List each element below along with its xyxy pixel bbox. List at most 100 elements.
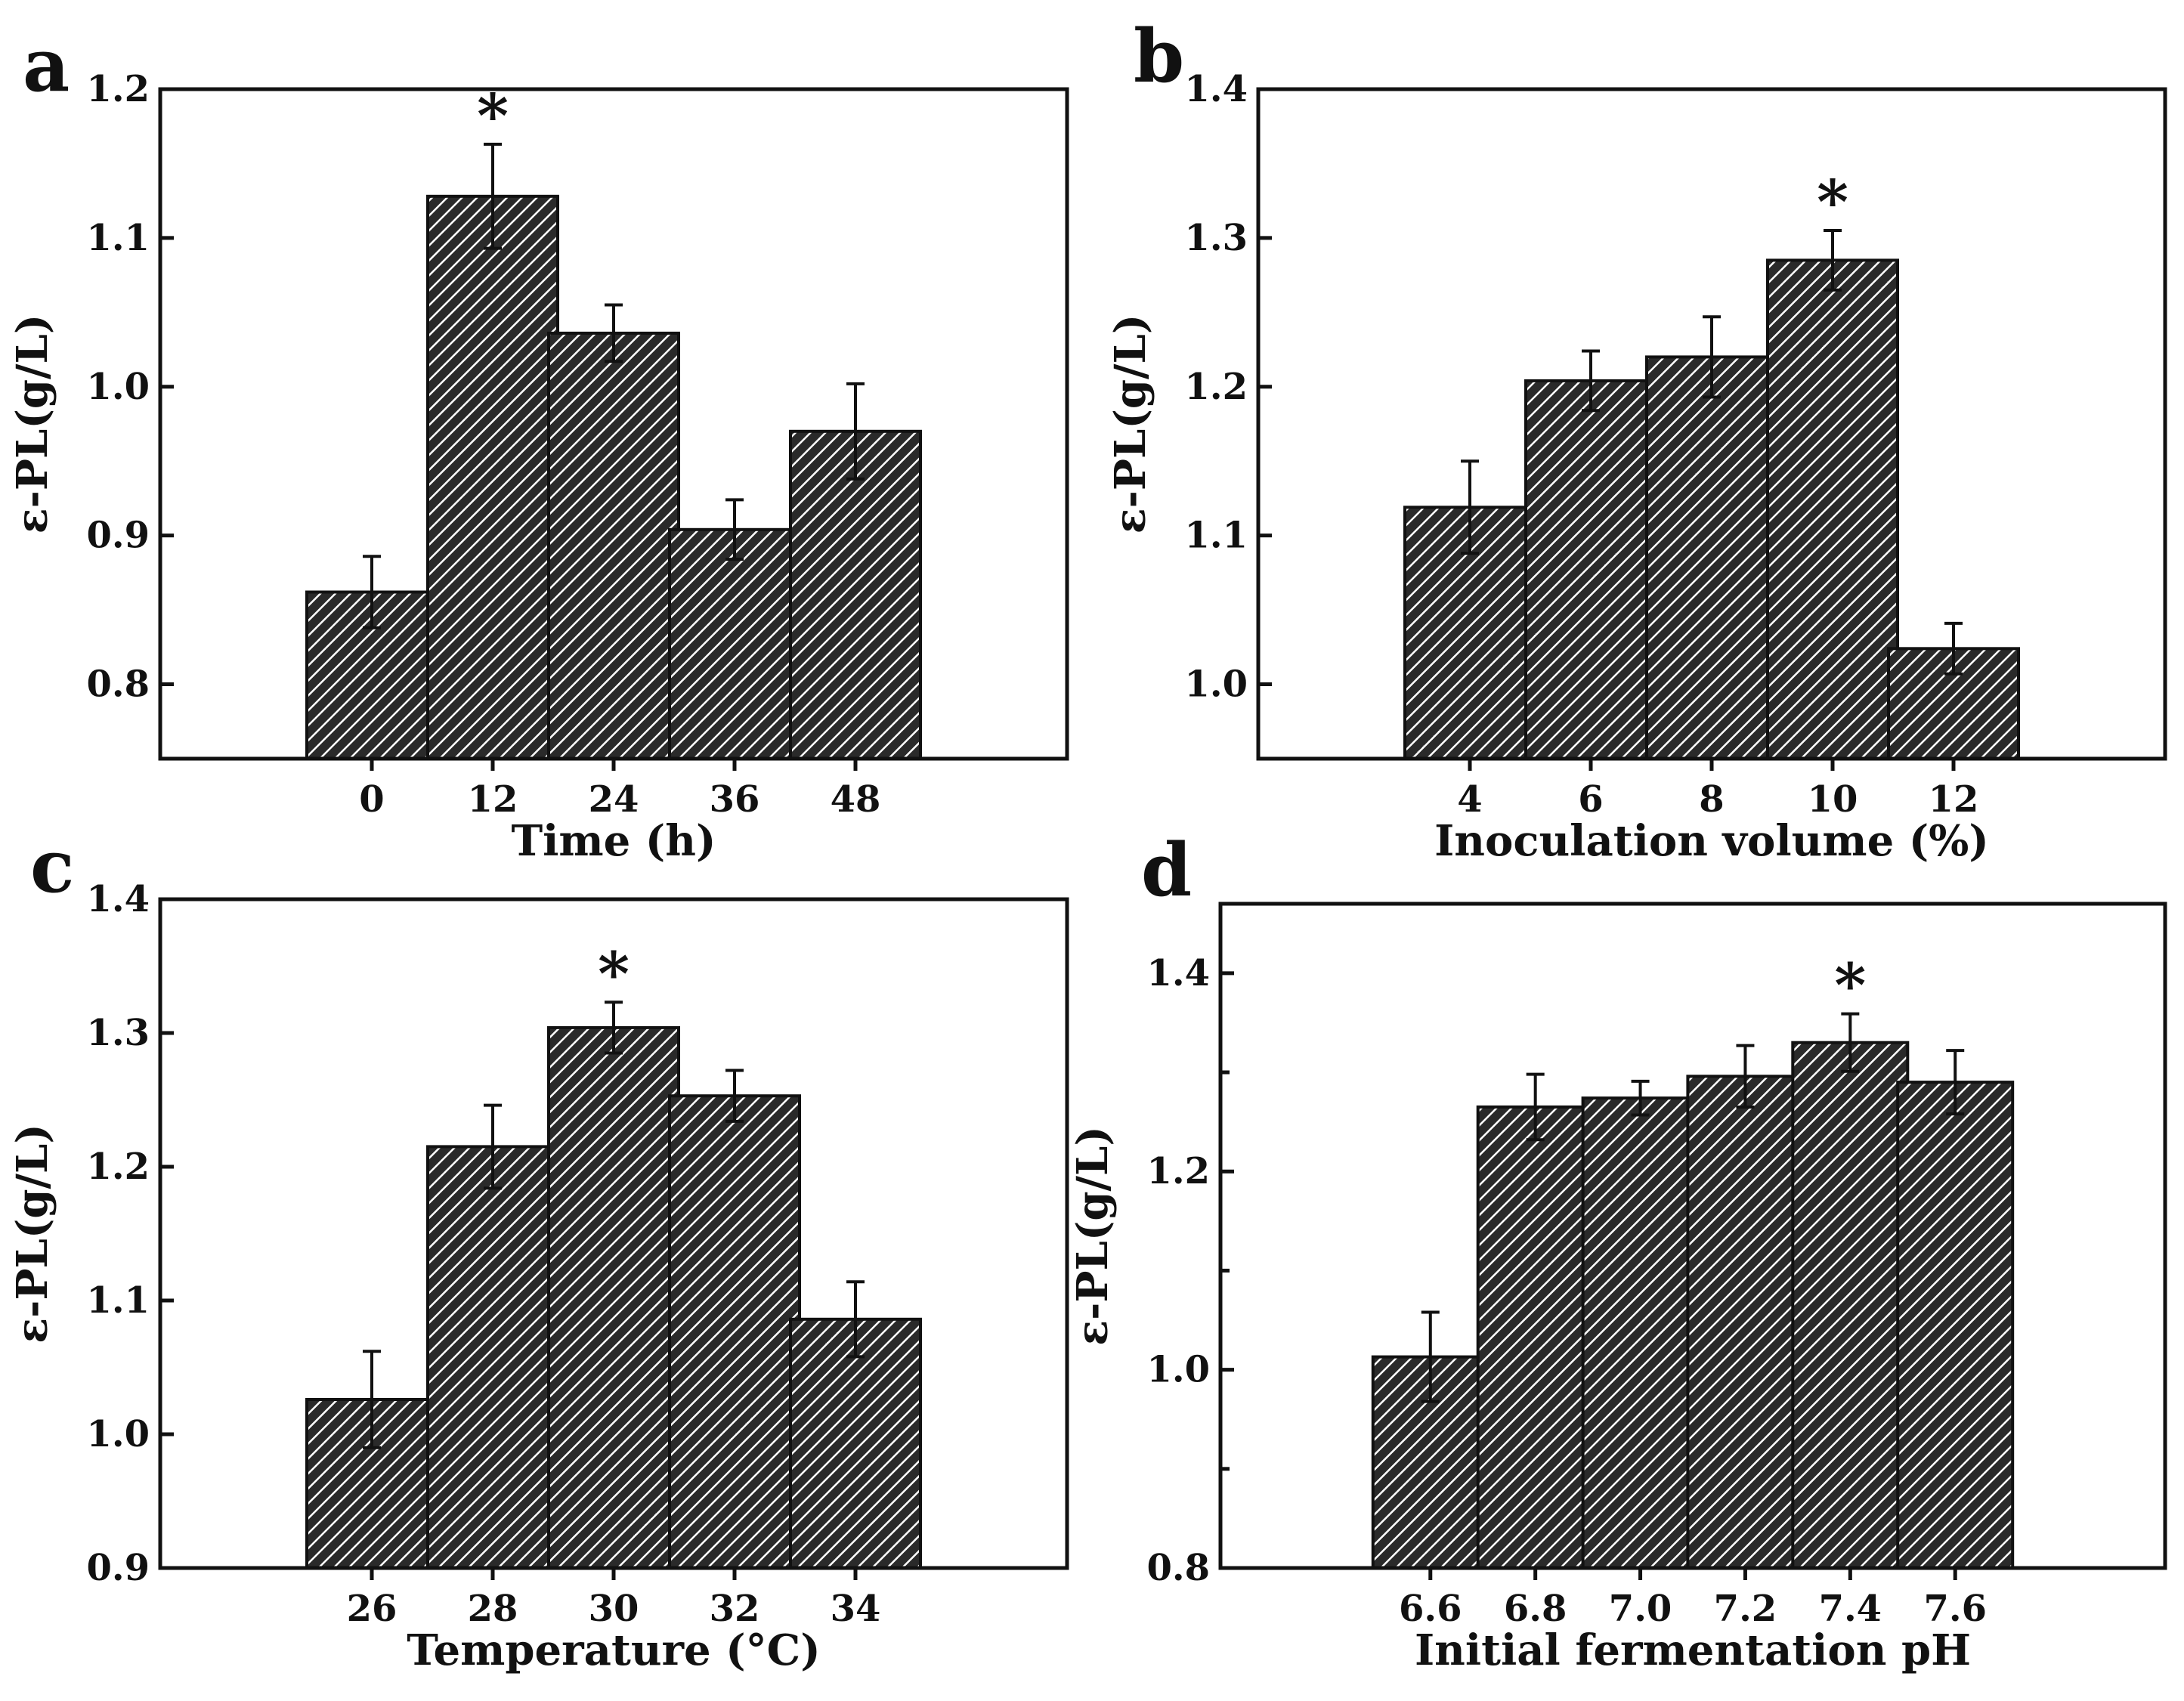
bar-c-30: [547, 1025, 680, 1570]
bar-d-7.6: [1896, 1081, 2015, 1570]
x-tick-label-d: 7.2: [1714, 1588, 1777, 1630]
error-bar-d-7.4: [1841, 1012, 1860, 1073]
y-tick-label-b: 1.1: [1184, 515, 1248, 557]
error-bar-b-8: [1703, 315, 1721, 399]
x-tick-label-a: 36: [710, 778, 760, 821]
x-tick-label-b: 8: [1699, 778, 1724, 821]
x-axis-title-a: Time (h): [511, 816, 716, 866]
y-tick-label-d: 1.4: [1146, 952, 1210, 994]
error-bar-c-26: [363, 1350, 381, 1449]
error-bar-b-4: [1461, 459, 1479, 555]
y-tick-label-b: 1.0: [1184, 663, 1248, 706]
x-tick-label-a: 24: [589, 778, 639, 821]
bar-a-24: [547, 331, 680, 760]
error-bar-d-6.6: [1421, 1310, 1440, 1403]
bar-d-6.8: [1476, 1105, 1595, 1570]
error-bar-a-36: [725, 498, 744, 561]
y-tick-label-c: 1.2: [86, 1146, 150, 1188]
significance-marker-a: *: [477, 80, 509, 151]
bar-d-7.0: [1581, 1096, 1700, 1570]
y-axis-title-c: ε-PL(g/L): [8, 1124, 57, 1344]
error-bar-b-6: [1582, 349, 1600, 413]
x-tick-label-c: 34: [831, 1588, 881, 1630]
x-axis-title-c: Temperature (°C): [407, 1625, 820, 1675]
x-axis-title-b: Inoculation volume (%): [1434, 816, 1989, 866]
error-bar-d-6.8: [1526, 1072, 1545, 1142]
x-tick-label-d: 7.4: [1819, 1588, 1882, 1630]
significance-marker-d: *: [1834, 950, 1866, 1021]
x-tick-label-b: 6: [1578, 778, 1603, 821]
bar-d-7.4: [1791, 1041, 1910, 1570]
x-tick-label-d: 6.6: [1399, 1588, 1462, 1630]
y-tick-label-c: 1.3: [86, 1012, 150, 1054]
error-bar-b-12: [1944, 621, 1963, 676]
x-tick-label-b: 12: [1929, 778, 1979, 821]
y-tick-label-c: 1.0: [86, 1413, 150, 1455]
y-tick-label-a: 1.0: [86, 366, 150, 408]
y-tick-label-a: 0.8: [86, 663, 150, 706]
panel-letter-b: b: [1134, 14, 1184, 99]
y-tick-label-a: 0.9: [86, 515, 150, 557]
bar-b-6: [1524, 379, 1657, 760]
x-tick-label-c: 32: [710, 1588, 760, 1630]
bar-a-12: [426, 194, 559, 760]
error-bar-c-28: [484, 1103, 502, 1190]
significance-marker-b: *: [1817, 166, 1848, 237]
y-tick-label-d: 1.0: [1146, 1349, 1210, 1391]
y-tick-label-c: 0.9: [86, 1547, 150, 1589]
bar-b-10: [1766, 258, 1899, 760]
bar-b-8: [1645, 355, 1778, 760]
x-tick-label-a: 0: [359, 778, 384, 821]
bar-c-28: [426, 1145, 559, 1570]
x-axis-title-d: Initial fermentation pH: [1415, 1625, 1971, 1675]
error-bar-c-32: [725, 1069, 744, 1123]
bar-a-48: [789, 429, 922, 760]
y-tick-label-d: 0.8: [1146, 1547, 1210, 1589]
x-tick-label-a: 12: [468, 778, 518, 821]
error-bar-a-12: [484, 142, 502, 250]
error-bar-b-10: [1824, 229, 1842, 292]
error-bar-c-30: [605, 1000, 623, 1055]
panel-letter-c: c: [30, 824, 74, 909]
panel-a: a * 0.8 0.9 1.0 1.1 1.2 0 12 24 36 48 Time (h) ε-PL(g…: [8, 23, 1069, 866]
x-tick-label-c: 30: [589, 1588, 639, 1630]
plot-frame-d: [1218, 902, 2167, 1570]
x-tick-label-a: 48: [831, 778, 881, 821]
x-tick-label-c: 26: [347, 1588, 398, 1630]
error-bar-d-7.2: [1736, 1044, 1755, 1109]
significance-marker-c: *: [598, 938, 630, 1009]
x-tick-label-d: 6.8: [1504, 1588, 1567, 1630]
error-bar-a-24: [605, 303, 623, 363]
y-tick-label-a: 1.1: [86, 217, 150, 259]
x-tick-label-d: 7.0: [1609, 1588, 1672, 1630]
panel-d: d * 0.8 1.0 1.2 1.4 6.6 6.8 7.0 7.2 7.4 7.6Initial …: [1068, 827, 2167, 1675]
y-tick-label-a: 1.2: [86, 68, 150, 110]
x-tick-label-b: 4: [1457, 778, 1482, 821]
error-bar-c-34: [846, 1280, 865, 1359]
x-tick-label-d: 7.6: [1923, 1588, 1987, 1630]
error-bar-d-7.6: [1946, 1049, 1965, 1116]
x-tick-label-c: 28: [468, 1588, 518, 1630]
bar-c-34: [789, 1317, 922, 1570]
y-tick-label-b: 1.2: [1184, 366, 1248, 408]
error-bar-a-48: [846, 382, 865, 481]
error-bar-a-0: [363, 555, 381, 629]
y-axis-title-a: ε-PL(g/L): [8, 314, 57, 534]
panel-letter-d: d: [1141, 827, 1192, 913]
panel-letter-a: a: [23, 23, 70, 108]
y-tick-label-b: 1.3: [1184, 217, 1248, 259]
bar-a-36: [668, 527, 801, 760]
y-axis-title-b: ε-PL(g/L): [1106, 314, 1155, 534]
y-tick-label-c: 1.1: [86, 1279, 150, 1322]
error-bar-d-7.0: [1631, 1079, 1650, 1117]
y-axis-title-d: ε-PL(g/L): [1068, 1126, 1118, 1346]
bar-d-7.2: [1686, 1075, 1805, 1570]
bar-c-32: [668, 1094, 801, 1570]
x-tick-label-b: 10: [1808, 778, 1858, 821]
panel-c: c * 0.9 1.0 1.1 1.2 1.3 1.4 26 28 30 32 34 Temperatur…: [8, 824, 1069, 1675]
y-tick-label-d: 1.2: [1146, 1150, 1210, 1192]
y-tick-label-b: 1.4: [1184, 68, 1248, 110]
